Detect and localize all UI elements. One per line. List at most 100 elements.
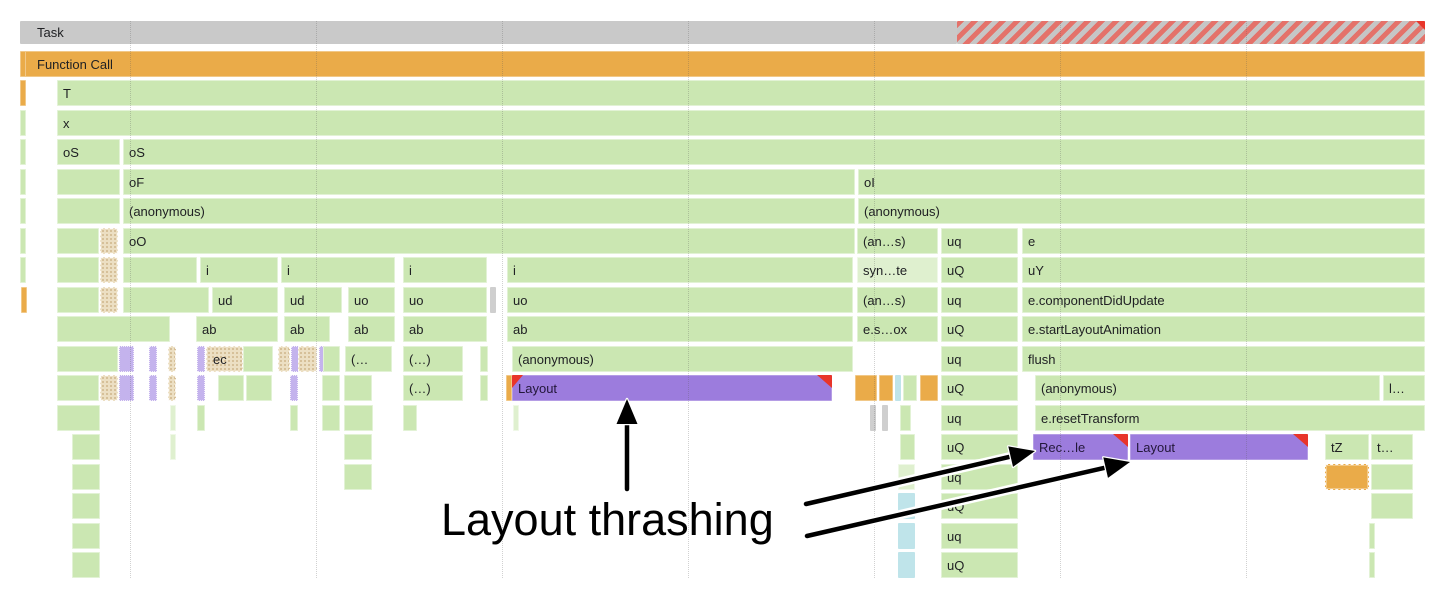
flame-bar[interactable] [100, 375, 118, 401]
flame-bar-ab[interactable]: ab [196, 316, 278, 342]
flame-bar[interactable] [72, 464, 100, 490]
flame-bar[interactable] [57, 198, 120, 224]
flame-bar[interactable] [21, 287, 27, 313]
flame-bar[interactable] [100, 257, 118, 283]
flame-bar[interactable] [149, 346, 157, 372]
flame-bar[interactable] [149, 375, 157, 401]
flame-bar-uq[interactable]: uq [941, 228, 1018, 254]
flame-bar[interactable] [895, 375, 901, 401]
flame-bar-uq[interactable]: uq [941, 287, 1018, 313]
flame-bar[interactable] [57, 316, 170, 342]
flame-bar[interactable] [870, 405, 876, 431]
flame-bar-ud[interactable]: ud [284, 287, 342, 313]
flame-bar[interactable] [72, 523, 100, 549]
flame-bar[interactable] [100, 287, 118, 313]
flame-bar[interactable] [898, 464, 915, 490]
flame-bar-an-s[interactable]: (an…s) [857, 287, 938, 313]
flame-bar-layout[interactable]: Layout [512, 375, 832, 401]
flame-bar-uq[interactable]: uq [941, 464, 1018, 490]
flame-bar-anonymous[interactable]: (anonymous) [858, 198, 1425, 224]
flame-bar-uo[interactable]: uo [507, 287, 853, 313]
flame-bar[interactable] [20, 257, 26, 283]
flame-bar-rec-le[interactable]: Rec…le [1033, 434, 1128, 460]
flame-bar[interactable] [57, 346, 118, 372]
flame-bar[interactable] [898, 552, 915, 578]
flame-bar-an-s[interactable]: (an…s) [857, 228, 938, 254]
flame-bar[interactable] [1371, 493, 1413, 519]
flame-bar[interactable] [957, 21, 1425, 44]
flame-bar[interactable] [197, 405, 205, 431]
flame-bar-ec[interactable]: ec [206, 346, 243, 372]
flame-bar[interactable] [168, 346, 176, 372]
flame-bar-uq[interactable]: uQ [941, 375, 1018, 401]
flame-bar-os[interactable]: oS [57, 139, 120, 165]
flame-bar-ab[interactable]: ab [403, 316, 487, 342]
flame-bar-task[interactable]: Task [20, 21, 957, 44]
flame-bar-e-resettransform[interactable]: e.resetTransform [1035, 405, 1425, 431]
flame-bar[interactable] [57, 257, 99, 283]
flame-bar[interactable] [403, 405, 417, 431]
flame-bar[interactable] [170, 405, 176, 431]
flame-bar[interactable] [898, 493, 915, 519]
flame-bar-uq[interactable]: uq [941, 523, 1018, 549]
flame-bar[interactable] [278, 346, 290, 372]
flame-bar[interactable] [72, 434, 100, 460]
flame-bar[interactable] [322, 405, 340, 431]
flame-bar-ab[interactable]: ab [507, 316, 853, 342]
flame-bar[interactable] [344, 375, 372, 401]
flame-bar-i[interactable]: i [507, 257, 853, 283]
flame-bar[interactable] [1369, 552, 1375, 578]
flame-bar-ab[interactable]: ab [348, 316, 395, 342]
flame-bar-uq[interactable]: uq [941, 405, 1018, 431]
flame-bar[interactable] [170, 434, 176, 460]
flame-bar-anonymous[interactable]: (anonymous) [1035, 375, 1380, 401]
flame-bar[interactable] [243, 346, 273, 372]
flame-bar-e-startlayoutanimation[interactable]: e.startLayoutAnimation [1022, 316, 1425, 342]
flame-bar[interactable] [57, 405, 100, 431]
flame-bar-oo[interactable]: oO [123, 228, 855, 254]
flame-bar-i[interactable]: i [403, 257, 487, 283]
flame-bar[interactable] [57, 287, 99, 313]
flame-bar[interactable] [490, 287, 496, 313]
flame-bar-e-componentdidupdate[interactable]: e.componentDidUpdate [1022, 287, 1425, 313]
flame-bar-ud[interactable]: ud [212, 287, 278, 313]
flame-bar[interactable] [123, 287, 209, 313]
flame-bar-syn-te[interactable]: syn…te [857, 257, 938, 283]
flame-bar-of[interactable]: oF [123, 169, 855, 195]
flame-bar[interactable] [57, 375, 99, 401]
flame-bar-i[interactable]: i [200, 257, 278, 283]
flame-bar[interactable] [1369, 523, 1375, 549]
flame-bar-function-call[interactable]: Function Call [25, 51, 1425, 77]
flame-bar-uq[interactable]: uQ [941, 257, 1018, 283]
flame-bar-uq[interactable]: uQ [941, 493, 1018, 519]
flame-bar-anonymous[interactable]: (anonymous) [512, 346, 853, 372]
flame-bar[interactable] [20, 80, 26, 106]
flame-bar[interactable] [506, 375, 512, 401]
flame-bar[interactable] [879, 375, 893, 401]
flame-bar-uq[interactable]: uQ [941, 434, 1018, 460]
flame-bar-[interactable]: (…) [403, 346, 463, 372]
flame-bar[interactable] [246, 375, 272, 401]
flame-bar[interactable] [298, 346, 317, 372]
flame-bar[interactable] [197, 375, 205, 401]
flame-bar-l[interactable]: l… [1383, 375, 1425, 401]
flame-bar[interactable] [119, 375, 134, 401]
flame-bar[interactable] [290, 375, 298, 401]
flame-bar[interactable] [1325, 464, 1369, 490]
flame-bar[interactable] [20, 51, 26, 77]
flame-bar[interactable] [20, 228, 26, 254]
flame-bar-[interactable]: (… [345, 346, 392, 372]
flame-bar[interactable] [344, 434, 372, 460]
flame-bar-uq[interactable]: uq [941, 346, 1018, 372]
flame-bar-ab[interactable]: ab [284, 316, 330, 342]
flame-bar[interactable] [344, 405, 373, 431]
flame-bar[interactable] [900, 405, 911, 431]
flame-bar-x[interactable]: x [57, 110, 1425, 136]
flame-bar[interactable] [513, 405, 519, 431]
flame-bar-tz[interactable]: tZ [1325, 434, 1369, 460]
flame-bar[interactable] [123, 257, 197, 283]
flame-bar[interactable] [119, 346, 134, 372]
flame-bar[interactable] [100, 228, 118, 254]
flame-bar[interactable] [218, 375, 244, 401]
flame-bar[interactable] [197, 346, 205, 372]
